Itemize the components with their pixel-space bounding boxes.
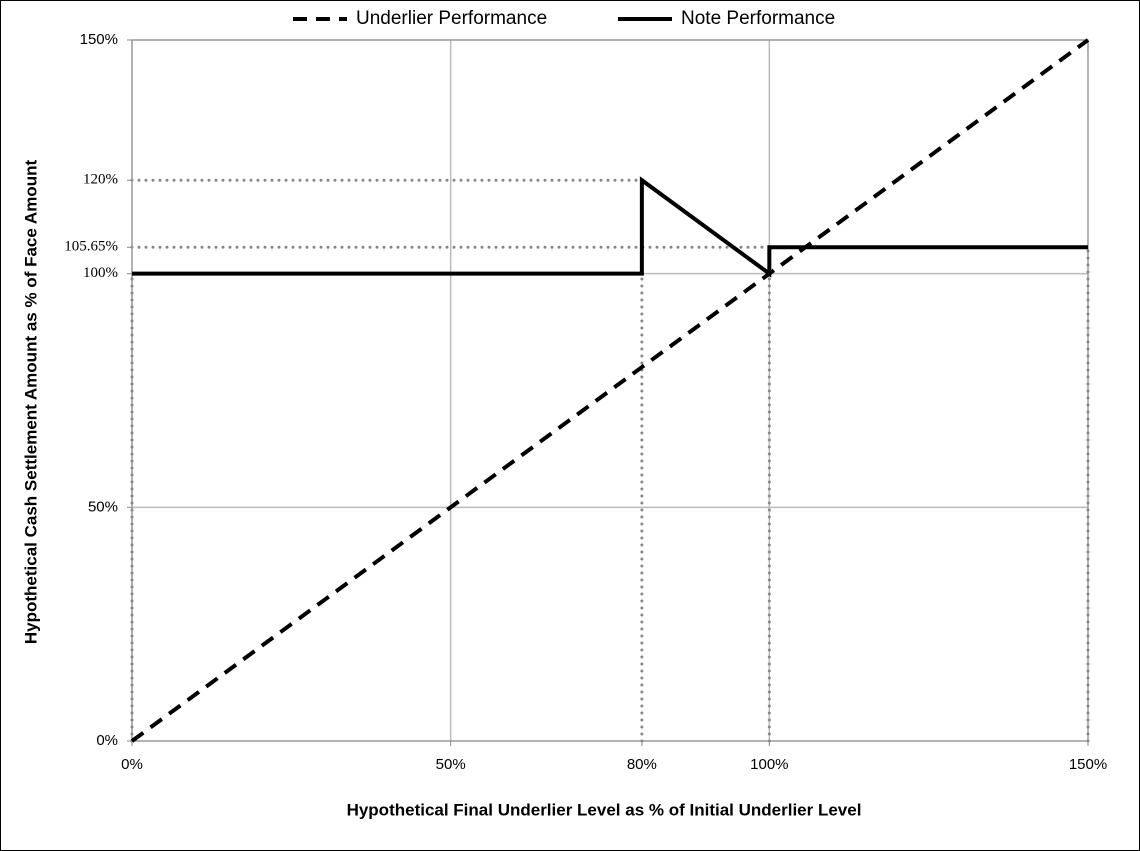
y-tick-label: 120% [83, 172, 118, 188]
y-tick-label: 0% [96, 732, 118, 749]
x-tick-label: 80% [627, 756, 657, 773]
x-tick-label: 150% [1069, 756, 1107, 773]
legend-label: Underlier Performance [356, 8, 547, 29]
x-tick-label: 100% [750, 756, 788, 773]
series-line [130, 38, 1090, 743]
y-tick-label: 50% [88, 498, 118, 515]
legend-label: Note Performance [681, 8, 835, 29]
x-axis-title: Hypothetical Final Underlier Level as % … [347, 800, 862, 819]
x-tick-label: 50% [436, 756, 466, 773]
x-tick-label: 0% [121, 756, 143, 773]
series-line [132, 176, 1088, 278]
y-tick-label: 100% [83, 265, 118, 281]
plot-frame [131, 39, 1089, 742]
y-tick-label: 105.65% [64, 239, 118, 255]
y-axis-title: Hypothetical Cash Settlement Amount as %… [21, 160, 40, 645]
y-tick-label: 150% [80, 31, 118, 48]
